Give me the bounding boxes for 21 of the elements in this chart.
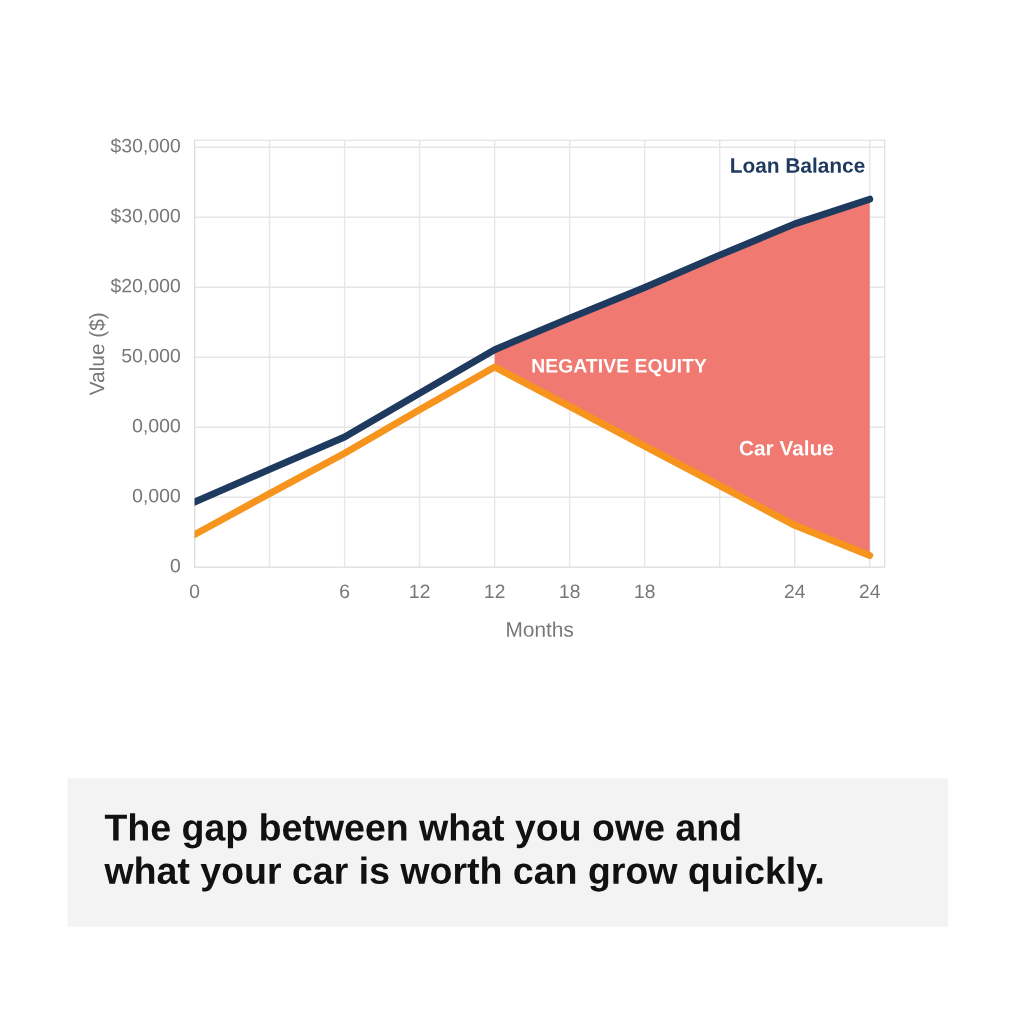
x-tick-label: 24 xyxy=(859,584,880,599)
text: 0,000 xyxy=(132,488,180,505)
annotation: NEGATIVE EQUITY xyxy=(532,358,707,377)
text: 0 xyxy=(170,558,180,573)
text: 0,000 xyxy=(132,418,180,435)
text: The gap between what you owe and what your car is worth can grow quickly. xyxy=(104,813,823,892)
x-tick-label: 18 xyxy=(560,584,580,599)
text: $30,000 xyxy=(110,207,180,225)
series-label: Loan Balance xyxy=(731,157,865,173)
series-label: Car Value xyxy=(739,440,834,456)
x-tick-label: 12 xyxy=(410,584,430,599)
x-tick-label: 6 xyxy=(340,584,350,599)
y-axis-title: Value ($) xyxy=(88,313,109,396)
x-tick-label: 18 xyxy=(635,584,655,599)
x-tick-label: 24 xyxy=(784,584,805,599)
text: $30,000 xyxy=(110,137,180,155)
text: 50,000 xyxy=(122,348,180,365)
text: $20,000 xyxy=(110,277,180,295)
x-axis-title: Months xyxy=(507,621,574,637)
x-tick-label: 12 xyxy=(485,584,505,599)
x-tick-label: 0 xyxy=(189,584,200,599)
